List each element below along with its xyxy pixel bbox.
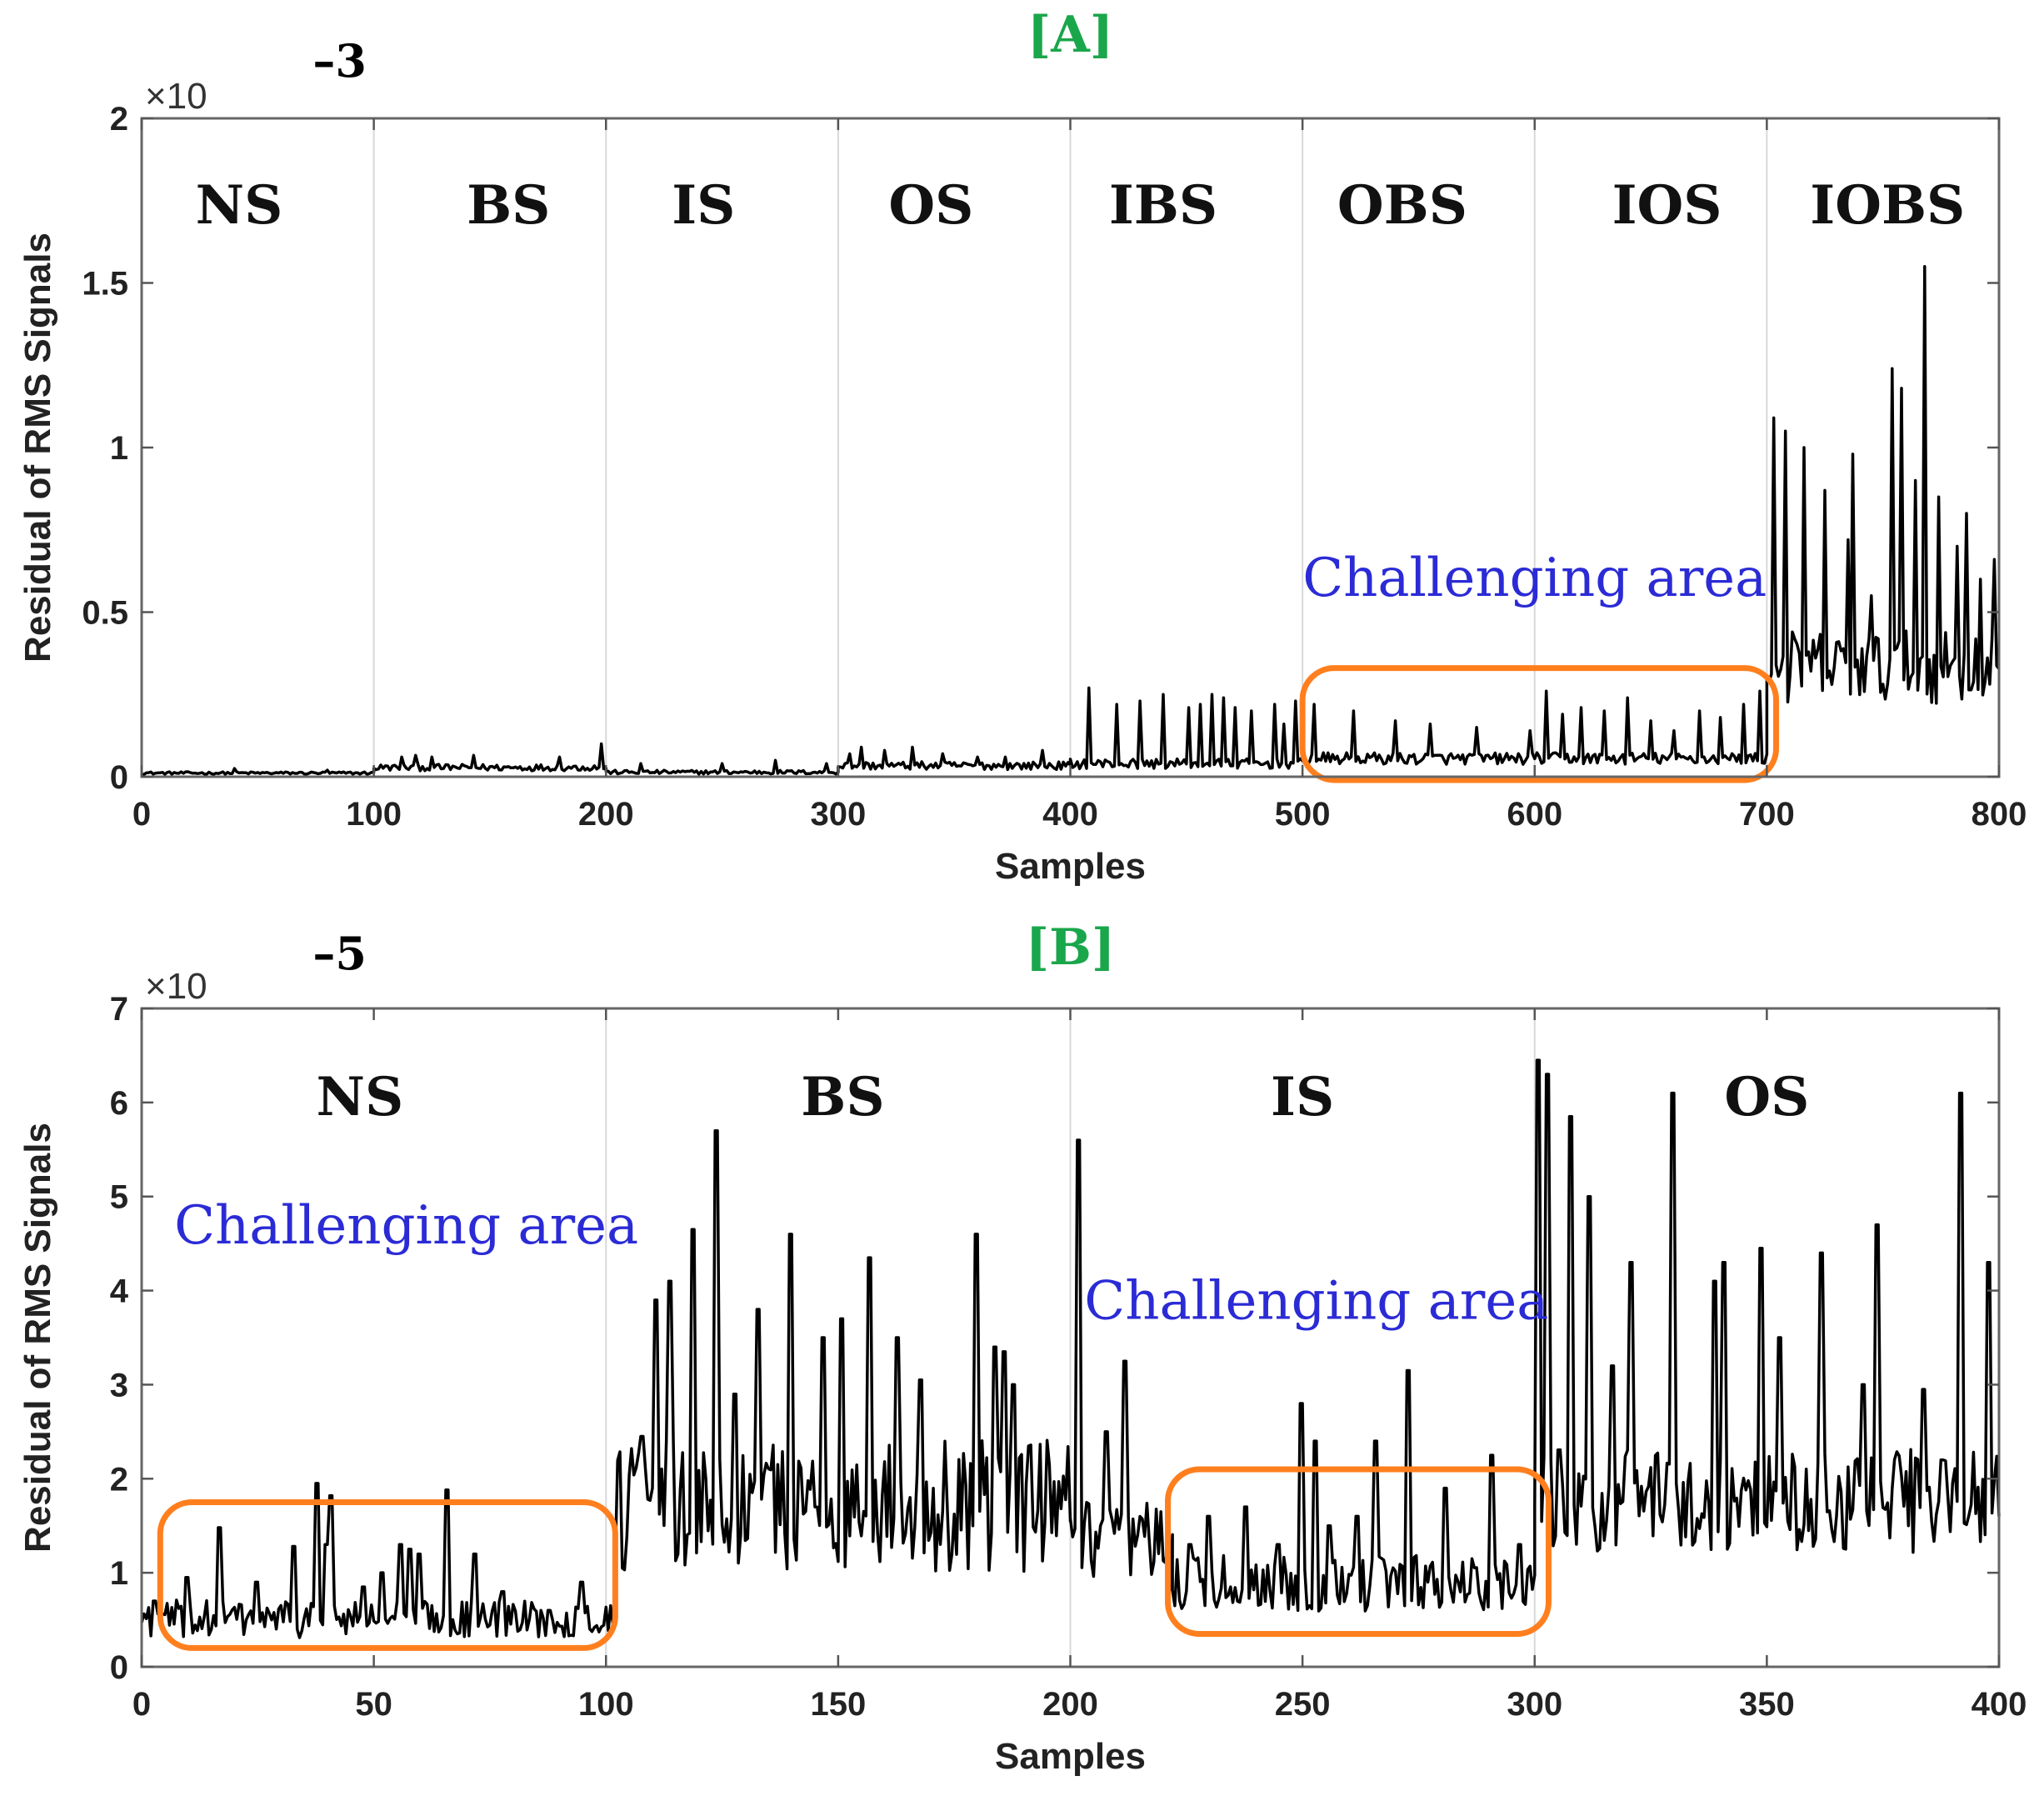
y-exponent-prefix: ×10 bbox=[145, 76, 207, 117]
y-exponent-prefix: ×10 bbox=[145, 966, 207, 1007]
challenging-area-annotation: Challenging area bbox=[1302, 548, 1767, 609]
x-tick-label: 300 bbox=[811, 796, 867, 833]
x-tick-label: 0 bbox=[132, 796, 151, 833]
panel-a-chart: [A] ×10 –3 0 100 200 300 400 500 600 700 800 0 0.5 1 1.… bbox=[17, 6, 2027, 887]
challenging-area-annotation: Challenging area bbox=[174, 1195, 638, 1257]
x-axis-label: Samples bbox=[995, 1736, 1146, 1777]
region-label: NS bbox=[196, 174, 283, 237]
x-tick-label: 800 bbox=[1972, 796, 2027, 833]
region-label: IS bbox=[1271, 1066, 1334, 1128]
series-line bbox=[140, 1058, 2001, 1639]
challenging-area-box bbox=[1299, 665, 1780, 783]
panel-title: [A] bbox=[1027, 6, 1113, 64]
x-axis-label: Samples bbox=[995, 846, 1146, 887]
challenging-area-annotation: Challenging area bbox=[1084, 1270, 1548, 1332]
y-tick-label: 2 bbox=[110, 101, 128, 138]
region-label: NS bbox=[317, 1066, 404, 1128]
x-tick-label: 50 bbox=[355, 1686, 392, 1723]
region-label: OS bbox=[888, 174, 973, 237]
region-label: OBS bbox=[1337, 174, 1467, 237]
y-tick-label: 0 bbox=[110, 1649, 128, 1686]
y-exponent-power: –5 bbox=[312, 927, 367, 980]
x-tick-label: 700 bbox=[1739, 796, 1795, 833]
panel-b-chart: [B] ×10 –5 0 50 100 150 200 250 300 350 400 0 1 2 3 4 5 6 7… bbox=[17, 918, 2027, 1777]
y-tick-label: 1.5 bbox=[82, 266, 128, 303]
x-tick-label: 400 bbox=[1042, 796, 1098, 833]
x-tick-label: 100 bbox=[578, 1686, 634, 1723]
region-label: IS bbox=[672, 174, 735, 237]
y-tick-label: 1 bbox=[110, 430, 128, 467]
x-tick-label: 200 bbox=[1042, 1686, 1098, 1723]
y-tick-label: 2 bbox=[110, 1461, 128, 1498]
x-tick-label: 0 bbox=[132, 1686, 151, 1723]
x-tick-label: 350 bbox=[1739, 1686, 1795, 1723]
x-tick-label: 500 bbox=[1275, 796, 1331, 833]
x-tick-label: 200 bbox=[578, 796, 634, 833]
challenging-area-box bbox=[157, 1499, 618, 1651]
y-tick-label: 6 bbox=[110, 1085, 128, 1122]
region-label: BS bbox=[801, 1066, 884, 1128]
y-tick-label: 3 bbox=[110, 1367, 128, 1403]
region-label: OS bbox=[1724, 1066, 1809, 1128]
region-label: BS bbox=[467, 174, 550, 237]
y-axis-label: Residual of RMS Signals bbox=[17, 233, 58, 663]
y-tick-label: 0 bbox=[110, 759, 128, 796]
y-tick-label: 0.5 bbox=[82, 595, 128, 632]
panel-title: [B] bbox=[1026, 918, 1116, 977]
region-label: IOS bbox=[1612, 174, 1722, 237]
y-tick-label: 1 bbox=[110, 1555, 128, 1592]
x-tick-label: 300 bbox=[1507, 1686, 1562, 1723]
y-tick-label: 4 bbox=[110, 1273, 129, 1310]
y-tick-label: 5 bbox=[110, 1179, 128, 1216]
challenging-area-box bbox=[1165, 1466, 1552, 1637]
y-tick-label: 7 bbox=[110, 991, 128, 1028]
y-axis-label: Residual of RMS Signals bbox=[17, 1123, 58, 1553]
x-tick-label: 600 bbox=[1507, 796, 1562, 833]
x-tick-label: 150 bbox=[811, 1686, 867, 1723]
y-exponent-power: –3 bbox=[312, 34, 367, 88]
region-label: IBS bbox=[1109, 174, 1217, 237]
x-tick-label: 250 bbox=[1275, 1686, 1331, 1723]
region-label: IOBS bbox=[1810, 174, 1965, 237]
x-tick-label: 100 bbox=[346, 796, 402, 833]
x-tick-label: 400 bbox=[1972, 1686, 2027, 1723]
